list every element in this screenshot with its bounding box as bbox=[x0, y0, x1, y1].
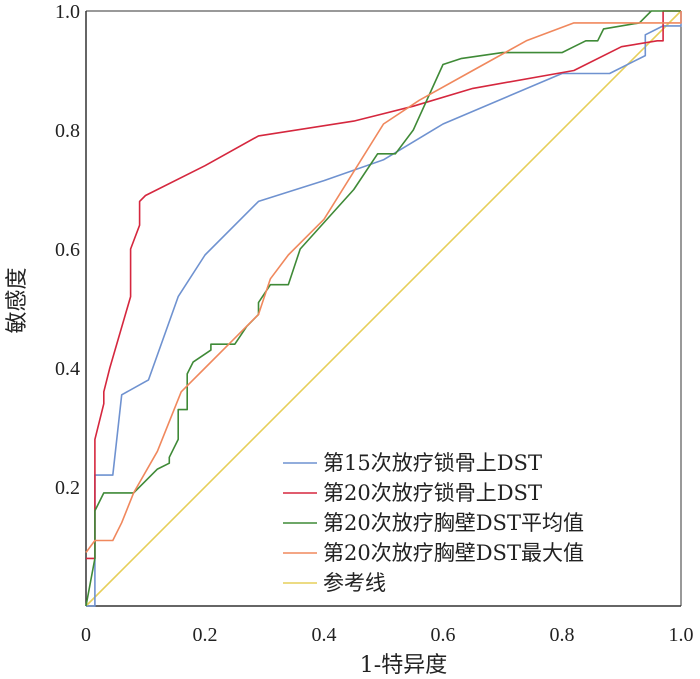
series-line-2 bbox=[86, 10, 681, 560]
x-tick-label: 0 bbox=[81, 624, 91, 646]
series-line-4 bbox=[85, 11, 682, 553]
x-tick-label: 0.4 bbox=[312, 624, 337, 646]
legend: 第15次放疗锁骨上DST 第20次放疗锁骨上DST 第20次放疗胸壁DST平均值第2… bbox=[283, 451, 584, 595]
series-line-5 bbox=[85, 10, 682, 607]
legend-label: 第15次放疗锁骨上DST bbox=[323, 451, 542, 475]
legend-label: 第20次放疗胸壁DST最大值 bbox=[323, 541, 584, 565]
y-axis-title: 敏感度 bbox=[5, 267, 30, 333]
x-tick-label: 0.8 bbox=[550, 624, 575, 646]
legend-label: 第20次放疗胸壁DST平均值 bbox=[323, 511, 584, 535]
y-tick-label: 0.6 bbox=[55, 239, 80, 261]
x-axis-title: 1-特异度 bbox=[360, 653, 447, 678]
legend-label: 第20次放疗锁骨上DST bbox=[323, 481, 542, 505]
y-tick-labels: 0.2 0.4 0.6 0.8 1.0 bbox=[55, 1, 80, 499]
y-tick-label: 0.8 bbox=[55, 120, 80, 142]
x-tick-label: 0.2 bbox=[193, 624, 218, 646]
legend-label: 参考线 bbox=[323, 571, 386, 595]
x-tick-labels: 0 0.2 0.4 0.6 0.8 1.0 bbox=[81, 624, 694, 646]
y-tick-label: 0.4 bbox=[55, 358, 80, 380]
y-tick-label: 0.2 bbox=[55, 477, 80, 499]
series-line-3 bbox=[85, 10, 681, 607]
x-tick-label: 0.6 bbox=[431, 624, 456, 646]
x-tick-label: 1.0 bbox=[669, 624, 694, 646]
y-tick-label: 1.0 bbox=[55, 1, 80, 23]
series-line-1 bbox=[86, 11, 682, 607]
series-layer bbox=[85, 10, 682, 607]
plot-area bbox=[85, 10, 682, 607]
